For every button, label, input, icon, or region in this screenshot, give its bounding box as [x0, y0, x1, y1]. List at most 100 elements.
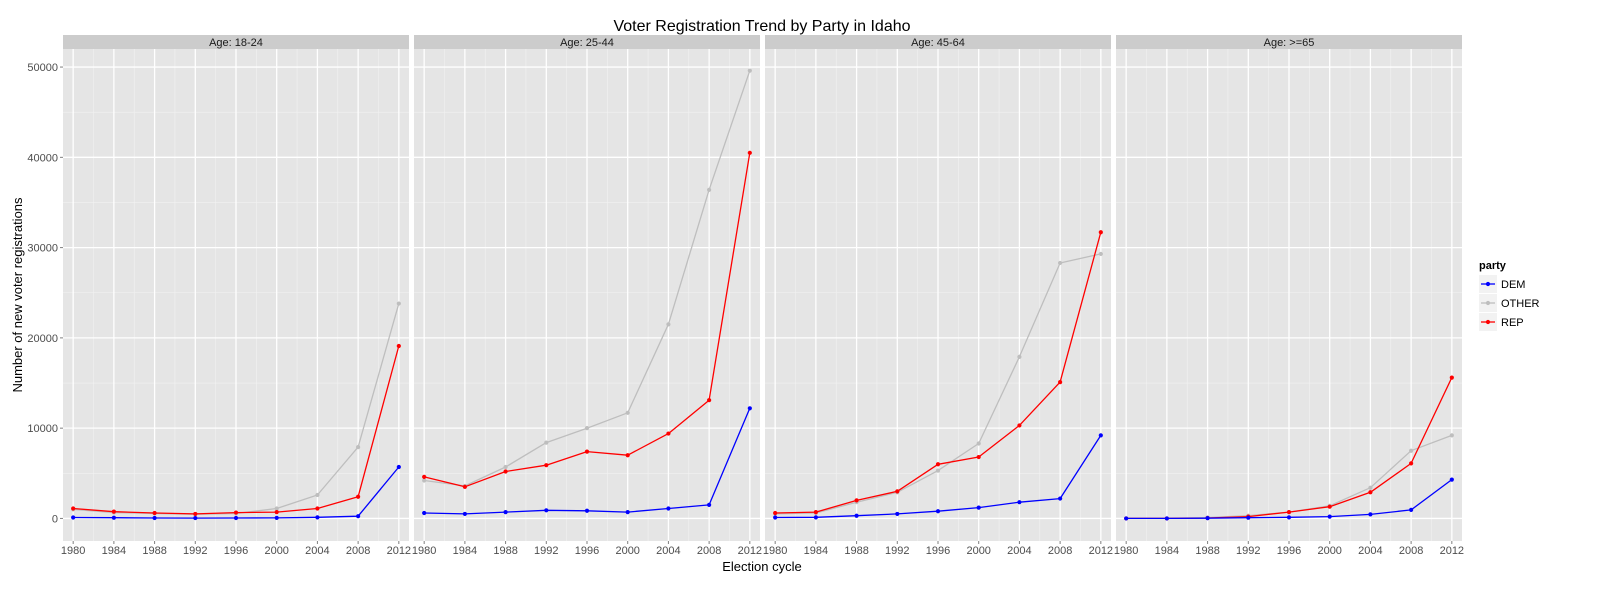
legend: party DEM OTHER REP	[1479, 260, 1540, 331]
x-tick-label: 2004	[656, 545, 680, 557]
data-point-rep	[544, 463, 549, 468]
data-point-rep	[666, 431, 671, 436]
data-point-rep	[584, 449, 590, 454]
data-point-dem	[1449, 477, 1454, 482]
y-tick-label: 10000	[27, 423, 58, 435]
data-point-dem	[152, 515, 157, 521]
data-point-rep	[854, 498, 859, 503]
x-tick-label: 1992	[885, 545, 909, 557]
x-tick-label: 1980	[412, 545, 436, 557]
x-tick-label: 2000	[1317, 545, 1341, 557]
x-tick-label: 1996	[926, 545, 950, 557]
x-tick-label: 2008	[1048, 545, 1072, 557]
data-point-other	[1017, 354, 1022, 359]
x-tick-label: 2000	[966, 545, 990, 557]
data-point-rep	[396, 343, 401, 349]
facet-strip-label: Age: 25-44	[560, 37, 614, 49]
facet-strip-label: Age: 18-24	[209, 37, 263, 49]
data-point-dem	[315, 515, 320, 520]
data-point-dem	[544, 508, 549, 513]
data-point-dem	[422, 510, 427, 516]
data-point-dem	[854, 513, 859, 518]
x-tick-label: 1984	[102, 545, 126, 557]
y-tick-label: 20000	[27, 333, 58, 345]
data-point-rep	[1449, 375, 1454, 380]
x-tick-label: 2012	[1440, 545, 1464, 557]
data-point-other	[544, 440, 549, 445]
x-tick-label: 1992	[534, 545, 558, 557]
data-point-dem	[935, 509, 941, 514]
data-point-other	[666, 322, 671, 327]
data-point-dem	[233, 515, 239, 521]
data-point-dem	[1368, 512, 1373, 517]
data-point-other	[1098, 251, 1103, 257]
data-point-rep	[1017, 423, 1022, 428]
data-point-rep	[1409, 461, 1414, 466]
chart-title: Voter Registration Trend by Party in Ida…	[613, 18, 910, 35]
x-tick-label: 2008	[1399, 545, 1423, 557]
x-tick-label: 2012	[1089, 545, 1113, 557]
data-point-dem	[747, 406, 752, 411]
x-tick-label: 2004	[305, 545, 329, 557]
data-point-dem	[1246, 515, 1251, 520]
data-point-dem	[813, 515, 818, 520]
legend-key-point	[1485, 281, 1491, 287]
x-tick-label: 2000	[615, 545, 639, 557]
x-tick-label: 1984	[1155, 545, 1179, 557]
y-tick-label: 40000	[27, 152, 58, 164]
y-tick-label: 0	[52, 513, 58, 525]
data-point-other	[747, 68, 752, 73]
x-axis-title: Election cycle	[722, 559, 801, 574]
data-point-other	[274, 506, 279, 511]
data-point-rep	[625, 453, 630, 458]
data-point-rep	[111, 509, 116, 514]
x-tick-label: 2008	[346, 545, 370, 557]
x-tick-label: 1996	[575, 545, 599, 557]
data-point-rep	[1286, 510, 1292, 515]
x-tick-label: 1996	[1277, 545, 1301, 557]
data-point-rep	[274, 510, 279, 515]
data-point-rep	[935, 462, 941, 467]
legend-label: OTHER	[1501, 298, 1540, 310]
data-point-rep	[747, 150, 752, 155]
data-point-rep	[813, 510, 818, 515]
x-tick-label: 1980	[763, 545, 787, 557]
data-point-dem	[773, 515, 778, 520]
y-tick-label: 50000	[27, 62, 58, 74]
data-point-dem	[274, 515, 279, 520]
data-point-dem	[1124, 516, 1129, 521]
facet-strip-label: Age: 45-64	[911, 37, 965, 49]
x-tick-label: 1988	[493, 545, 517, 557]
data-point-dem	[1286, 515, 1292, 520]
data-point-rep	[1098, 230, 1103, 235]
x-tick-label: 2012	[387, 545, 411, 557]
x-tick-label: 1992	[183, 545, 207, 557]
legend-label: REP	[1501, 317, 1524, 329]
x-tick-label: 1996	[224, 545, 248, 557]
data-point-other	[422, 478, 427, 483]
data-point-other	[1409, 448, 1414, 453]
legend-title: party	[1479, 260, 1507, 272]
data-point-other	[625, 410, 630, 415]
data-point-dem	[193, 515, 198, 521]
x-tick-label: 2008	[697, 545, 721, 557]
data-point-dem	[895, 511, 900, 517]
facet-panel-3: Age: 45-64 1980 1984 1988 1992 1996 2000 2004 20…	[763, 35, 1113, 557]
data-point-rep	[193, 511, 198, 517]
data-point-other	[396, 301, 401, 306]
data-point-rep	[1368, 490, 1373, 495]
data-point-dem	[71, 515, 76, 520]
data-point-dem	[111, 515, 116, 520]
data-point-dem	[356, 514, 361, 519]
data-point-dem	[1327, 514, 1332, 519]
x-tick-label: 2004	[1007, 545, 1031, 557]
facet-panel-4: Age: >=65 1980 1984 1988 1992 1996 2000 2004 200…	[1114, 35, 1464, 557]
x-tick-label: 2004	[1358, 545, 1382, 557]
data-point-rep	[422, 474, 427, 480]
data-point-dem	[1017, 500, 1022, 505]
x-tick-label: 1980	[61, 545, 85, 557]
data-point-rep	[315, 506, 320, 511]
data-point-rep	[71, 506, 76, 511]
